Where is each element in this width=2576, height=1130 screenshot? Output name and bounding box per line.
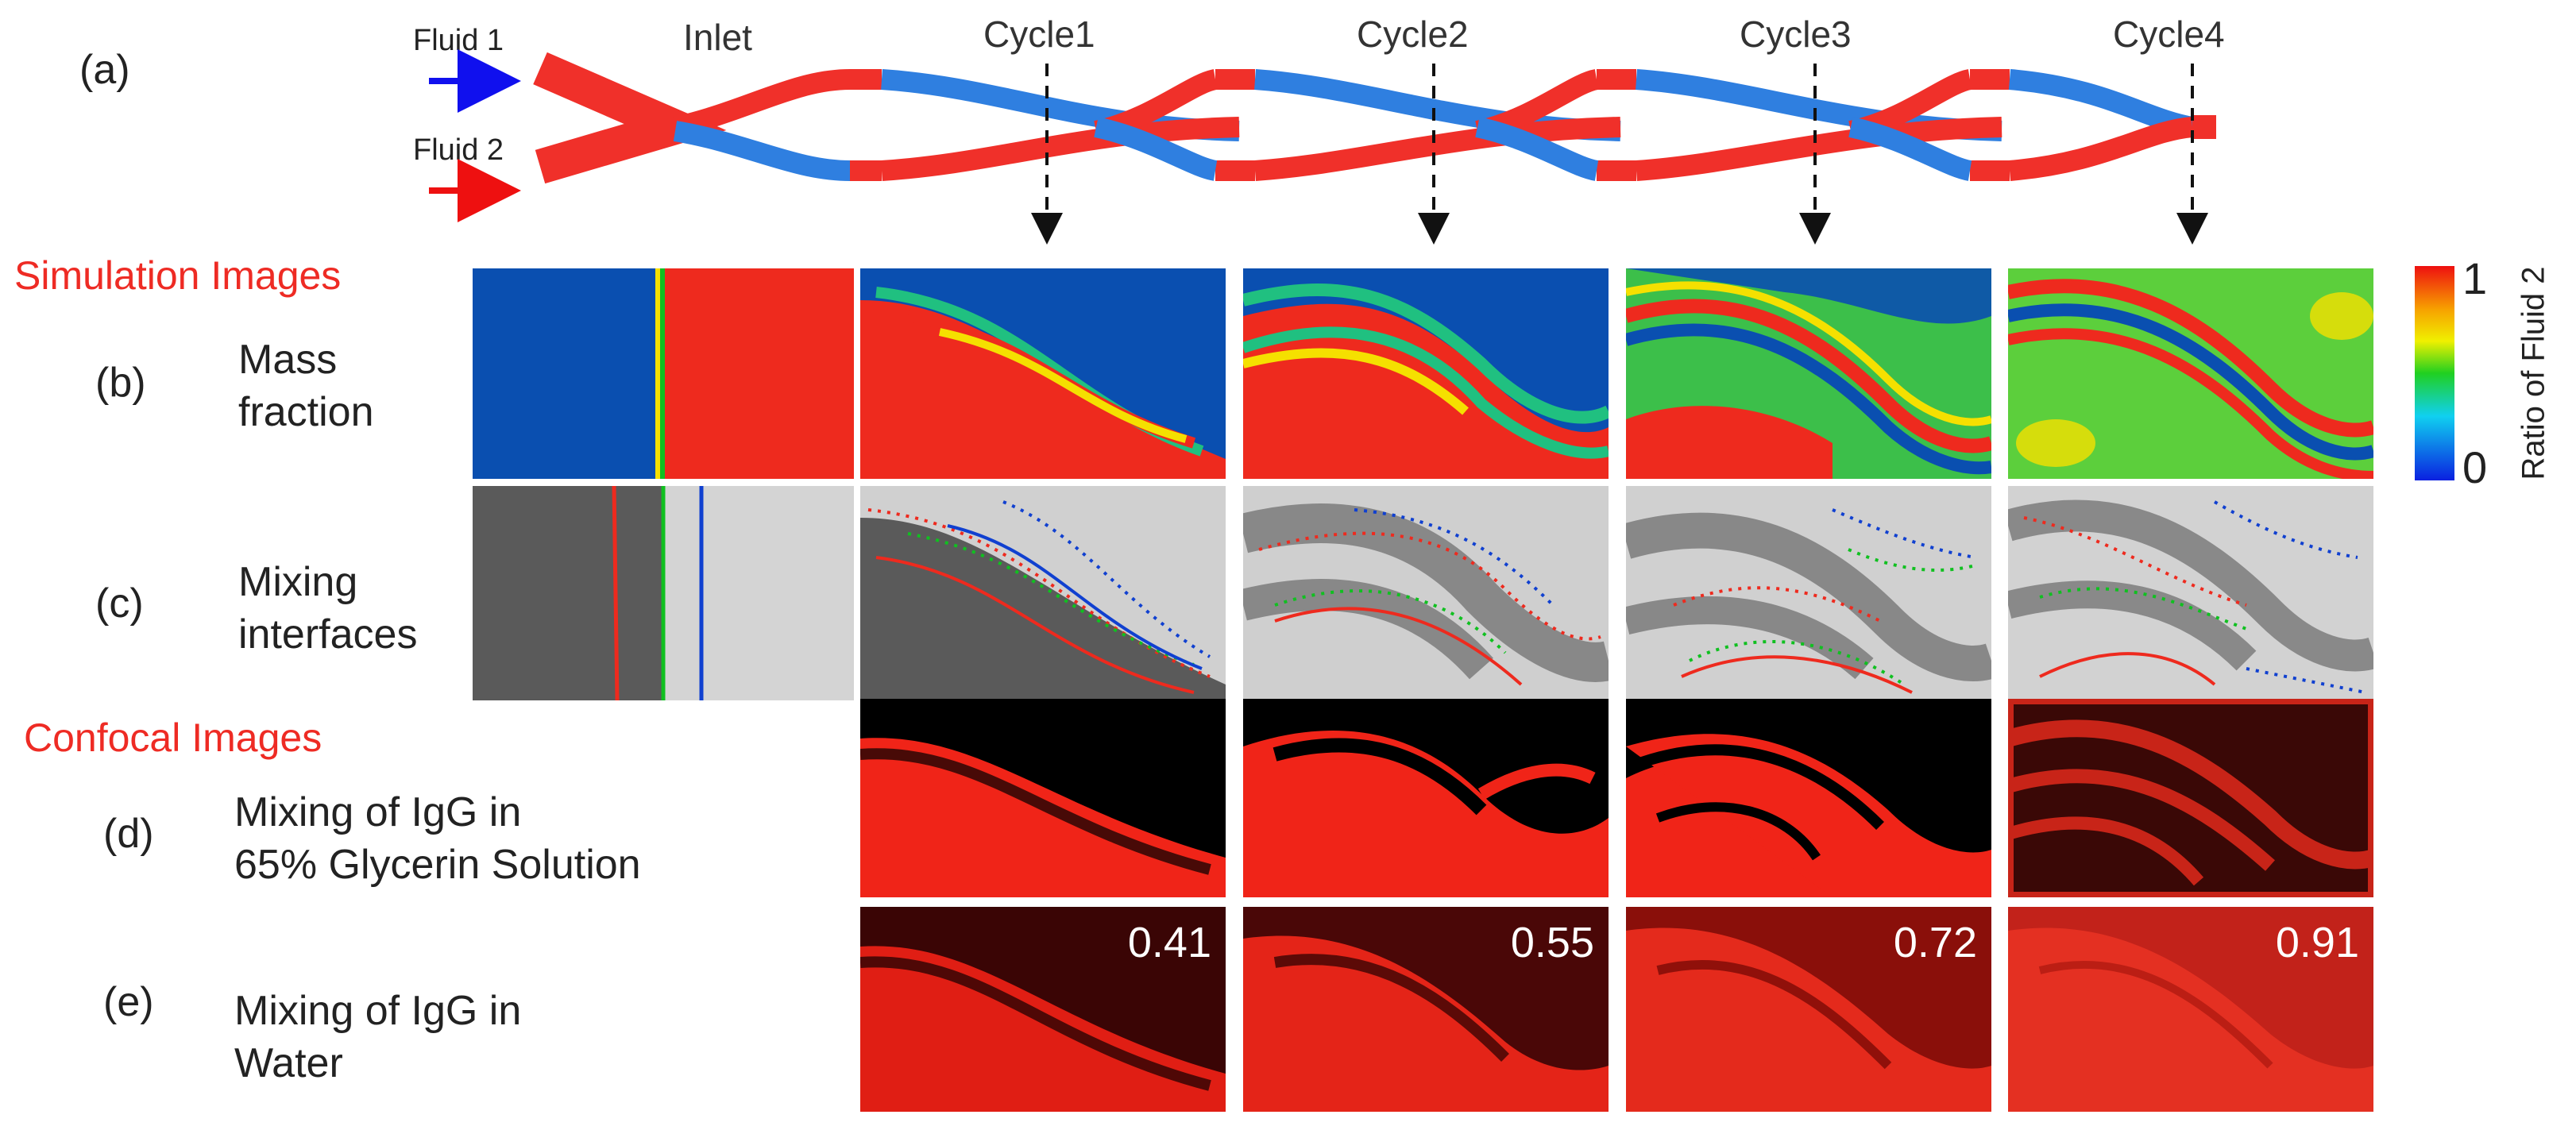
colorbar bbox=[2415, 266, 2454, 480]
cycle1-label: Cycle1 bbox=[983, 13, 1095, 55]
cycle4-label: Cycle4 bbox=[2113, 13, 2225, 55]
panel-a-letter: (a) bbox=[79, 47, 130, 93]
serpentine-channel bbox=[673, 69, 2216, 181]
mass-fraction-inlet bbox=[473, 268, 854, 479]
row-c-line1: Mixing bbox=[238, 559, 358, 605]
colorbar-max-label: 1 bbox=[2462, 253, 2488, 303]
confocal-glycerin-cycle4 bbox=[2008, 699, 2373, 897]
confocal-water-cycle4: 0.91 bbox=[2008, 907, 2373, 1112]
confocal-water-cycle2: 0.55 bbox=[1243, 907, 1609, 1112]
mixing-index-cycle3: 0.72 bbox=[1893, 919, 1977, 966]
row-d-line1: Mixing of IgG in bbox=[234, 789, 522, 835]
mixing-interfaces-cycle4 bbox=[2008, 486, 2373, 700]
simulation-section-title: Simulation Images bbox=[14, 253, 342, 298]
mass-fraction-cycle2 bbox=[1243, 268, 1609, 479]
confocal-water-cycle1: 0.41 bbox=[860, 907, 1226, 1112]
cycle3-label: Cycle3 bbox=[1740, 13, 1852, 55]
row-b-letter: (b) bbox=[95, 360, 146, 406]
row-b-label: Mass fraction bbox=[238, 334, 374, 438]
confocal-glycerin-cycle3 bbox=[1626, 699, 1991, 897]
row-d-line2: 65% Glycerin Solution bbox=[234, 842, 641, 888]
row-e-line2: Water bbox=[234, 1040, 343, 1086]
row-b-line1: Mass bbox=[238, 337, 338, 383]
row-b-line2: fraction bbox=[238, 389, 374, 435]
inlet-y-junction bbox=[533, 52, 727, 184]
confocal-water-cycle3: 0.72 bbox=[1626, 907, 1991, 1112]
confocal-section-title: Confocal Images bbox=[24, 715, 322, 760]
mixing-interfaces-cycle3 bbox=[1626, 486, 1991, 700]
row-e-letter: (e) bbox=[103, 979, 154, 1025]
confocal-glycerin-cycle1 bbox=[860, 699, 1226, 897]
row-d-letter: (d) bbox=[103, 811, 154, 857]
row-c-line2: interfaces bbox=[238, 611, 418, 658]
mass-fraction-cycle1 bbox=[860, 268, 1226, 479]
row-c-letter: (c) bbox=[95, 580, 144, 627]
mixing-index-cycle4: 0.91 bbox=[2275, 919, 2359, 966]
mixing-index-cycle2: 0.55 bbox=[1510, 919, 1594, 966]
mixing-interfaces-inlet bbox=[473, 486, 854, 700]
row-e-line1: Mixing of IgG in bbox=[234, 988, 522, 1034]
cycle2-label: Cycle2 bbox=[1357, 13, 1469, 55]
row-c-label: Mixing interfaces bbox=[238, 556, 417, 661]
row-d-label: Mixing of IgG in 65% Glycerin Solution bbox=[234, 786, 641, 891]
confocal-glycerin-cycle2 bbox=[1243, 699, 1609, 897]
mixing-interfaces-cycle1 bbox=[860, 486, 1226, 700]
row-e-label: Mixing of IgG in Water bbox=[234, 985, 521, 1090]
mixing-interfaces-cycle2 bbox=[1243, 486, 1609, 700]
mass-fraction-cycle4 bbox=[2008, 268, 2373, 479]
inlet-label: Inlet bbox=[683, 17, 752, 58]
channel-schematic bbox=[429, 49, 2216, 245]
mixing-index-cycle1: 0.41 bbox=[1127, 919, 1211, 966]
colorbar-title: Ratio of Fluid 2 bbox=[2516, 266, 2551, 480]
mass-fraction-cycle3 bbox=[1626, 268, 1991, 479]
colorbar-min-label: 0 bbox=[2462, 442, 2488, 492]
